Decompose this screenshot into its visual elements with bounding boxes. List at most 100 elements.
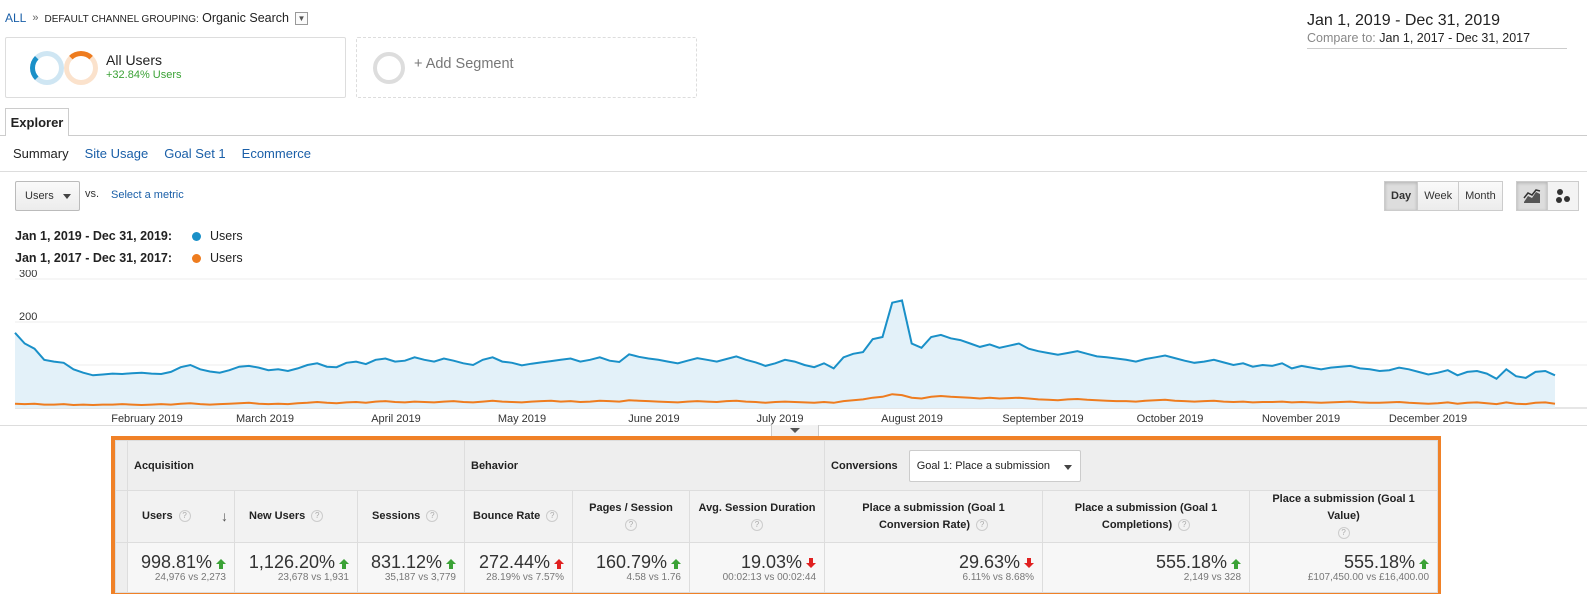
- value-compare: 00:02:13 vs 00:02:44: [722, 572, 817, 583]
- x-tick-label: September 2019: [1002, 413, 1083, 425]
- date-range-main: Jan 1, 2019 - Dec 31, 2019: [1307, 12, 1501, 29]
- date-range-compare: Compare to: Jan 1, 2017 - Dec 31, 2017: [1307, 31, 1567, 45]
- compare-label: Compare to:: [1307, 31, 1376, 45]
- tab-explorer[interactable]: Explorer: [5, 108, 69, 136]
- column-header-bounce-rate[interactable]: Bounce Rate?: [464, 490, 573, 543]
- chevron-down-icon: [790, 428, 800, 433]
- chevron-down-icon: [63, 194, 71, 199]
- line-chart-icon[interactable]: [1516, 181, 1548, 211]
- column-header-label: Pages / Session: [589, 501, 673, 514]
- value-compare: 4.58 vs 1.76: [626, 572, 681, 583]
- subtab-divider: [0, 171, 1587, 172]
- arrow-up-icon: [554, 559, 564, 569]
- help-icon[interactable]: ?: [311, 510, 324, 523]
- x-tick-label: April 2019: [371, 413, 421, 425]
- value-percent: 160.79%: [595, 552, 667, 572]
- help-icon[interactable]: ?: [976, 518, 989, 531]
- subtab-site-usage[interactable]: Site Usage: [84, 146, 149, 161]
- chart-type-buttons: [1516, 181, 1579, 211]
- x-tick-label: August 2019: [881, 413, 943, 425]
- column-header-goal1-value[interactable]: Place a submission (Goal 1 Value)?: [1249, 490, 1439, 543]
- legend-range: Jan 1, 2019 - Dec 31, 2019:: [15, 229, 173, 243]
- arrow-up-icon: [339, 559, 349, 569]
- value-percent: 272.44%: [478, 552, 550, 572]
- chevron-down-icon[interactable]: ▼: [294, 11, 308, 25]
- x-tick-label: November 2019: [1262, 413, 1340, 425]
- value-pages-session: 160.79% 4.58 vs 1.76: [572, 542, 690, 593]
- series-line-0[interactable]: [14, 299, 1556, 381]
- arrow-up-icon: [1231, 559, 1242, 569]
- column-header-label: Place a submission (Goal 1 Value): [1272, 493, 1415, 522]
- arrow-up-icon: [671, 559, 681, 569]
- column-header-label: Sessions: [372, 510, 421, 522]
- summary-table-highlight: Acquisition Behavior Conversions Goal 1:…: [111, 436, 1441, 594]
- table-gutter: [115, 542, 128, 593]
- subtab-ecommerce[interactable]: Ecommerce: [241, 146, 312, 161]
- value-percent: 831.12%: [370, 552, 442, 572]
- week-button[interactable]: Week: [1417, 181, 1460, 211]
- date-range-picker[interactable]: Jan 1, 2019 - Dec 31, 2019 Compare to: J…: [1307, 12, 1567, 49]
- x-tick-label: May 2019: [498, 413, 546, 425]
- value-bounce-rate: 272.44% 28.19% vs 7.57%: [464, 542, 573, 593]
- help-icon[interactable]: ?: [546, 510, 559, 523]
- day-button[interactable]: Day: [1384, 181, 1419, 211]
- series-area-0: [15, 300, 1555, 408]
- legend-dot-icon: [192, 231, 201, 241]
- goal-select[interactable]: Goal 1: Place a submission: [908, 449, 1082, 482]
- column-header-label: Avg. Session Duration: [698, 501, 816, 514]
- segment-title: All Users: [106, 52, 163, 68]
- column-header-label: Users: [142, 510, 173, 522]
- metric-select-value: Users: [25, 190, 54, 202]
- column-header-goal1-completions[interactable]: Place a submission (Goal 1 Completions)?: [1042, 490, 1251, 543]
- arrow-up-icon: [216, 559, 226, 569]
- column-header-sessions[interactable]: Sessions?: [357, 490, 465, 543]
- value-goal1-completions: 555.18% 2,149 vs 328: [1042, 542, 1251, 593]
- help-icon[interactable]: ?: [426, 510, 439, 523]
- month-button[interactable]: Month: [1458, 181, 1503, 211]
- help-icon[interactable]: ?: [1337, 527, 1350, 540]
- arrow-up-icon: [446, 559, 456, 569]
- select-metric-link[interactable]: Select a metric: [111, 189, 184, 201]
- column-header-avg-session-duration[interactable]: Avg. Session Duration?: [688, 490, 826, 543]
- goal-select-value: Goal 1: Place a submission: [916, 459, 1051, 472]
- y-tick-label: 200: [19, 311, 37, 323]
- help-icon[interactable]: ?: [751, 518, 764, 531]
- value-sessions: 831.12% 35,187 vs 3,779: [357, 542, 465, 593]
- value-users: 998.81% 24,976 vs 2,273: [127, 542, 235, 593]
- compare-value: Jan 1, 2017 - Dec 31, 2017: [1379, 31, 1531, 45]
- help-icon[interactable]: ?: [1178, 518, 1191, 531]
- help-icon[interactable]: ?: [625, 518, 637, 531]
- table-gutter: [115, 490, 128, 543]
- motion-chart-icon[interactable]: [1547, 181, 1579, 211]
- metric-select[interactable]: Users: [15, 181, 80, 211]
- value-compare: 2,149 vs 328: [1183, 572, 1242, 583]
- value-compare: 35,187 vs 3,779: [384, 572, 456, 583]
- column-header-pages-session[interactable]: Pages / Session?: [572, 490, 690, 543]
- value-percent: 555.18%: [1155, 552, 1228, 572]
- value-percent: 19.03%: [740, 552, 803, 572]
- series-line-1[interactable]: [14, 393, 1556, 407]
- summary-table: Acquisition Behavior Conversions Goal 1:…: [115, 440, 1439, 593]
- segment-all-users[interactable]: All Users +32.84% Users: [5, 37, 346, 98]
- subtab-goal-set-1[interactable]: Goal Set 1: [164, 146, 226, 161]
- add-segment-button[interactable]: + Add Segment: [356, 37, 697, 98]
- value-compare: 24,976 vs 2,273: [154, 572, 226, 583]
- help-icon[interactable]: ?: [178, 510, 191, 523]
- x-tick-label: July 2019: [756, 413, 803, 425]
- chevron-down-icon: [1064, 464, 1073, 470]
- vs-label: vs.: [85, 188, 100, 200]
- legend-row-current: Jan 1, 2019 - Dec 31, 2019: Users: [15, 229, 243, 243]
- column-header-label: Place a submission (Goal 1 Conversion Ra…: [862, 501, 1005, 531]
- group-conversions-label: Conversions: [831, 459, 898, 472]
- subtab-summary[interactable]: Summary: [13, 146, 69, 161]
- breadcrumb-grouping: DEFAULT CHANNEL GROUPING:: [44, 14, 199, 25]
- sort-down-arrow-icon[interactable]: ↓: [221, 508, 228, 524]
- breadcrumb-separator: »: [32, 12, 39, 24]
- breadcrumb-all-link[interactable]: ALL: [5, 11, 27, 25]
- column-header-new-users[interactable]: New Users?: [234, 490, 358, 543]
- column-header-label: Place a submission (Goal 1 Completions): [1074, 501, 1218, 531]
- column-header-goal1-conversion-rate[interactable]: Place a submission (Goal 1 Conversion Ra…: [824, 490, 1044, 543]
- y-tick-label: 300: [19, 270, 37, 280]
- column-header-users[interactable]: Users? ↓: [127, 490, 235, 543]
